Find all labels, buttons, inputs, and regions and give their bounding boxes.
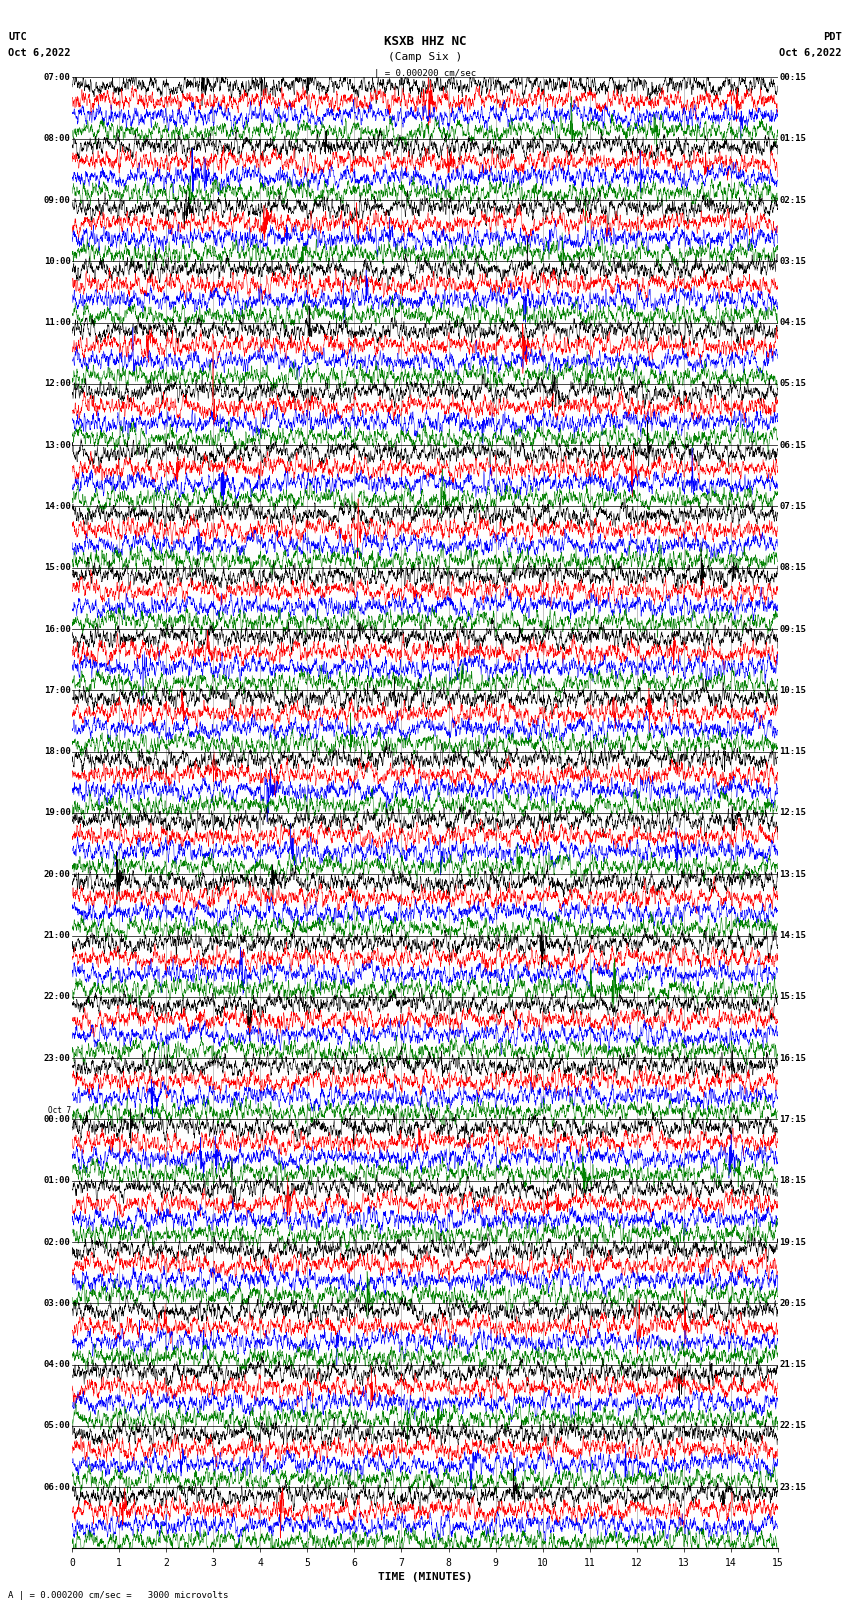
Text: 01:00: 01:00 bbox=[44, 1176, 71, 1186]
Text: 07:15: 07:15 bbox=[779, 502, 806, 511]
Text: 15:15: 15:15 bbox=[779, 992, 806, 1002]
Text: | = 0.000200 cm/sec: | = 0.000200 cm/sec bbox=[374, 69, 476, 79]
Text: 21:00: 21:00 bbox=[44, 931, 71, 940]
Text: 08:15: 08:15 bbox=[779, 563, 806, 573]
Text: 17:15: 17:15 bbox=[779, 1115, 806, 1124]
Text: 23:15: 23:15 bbox=[779, 1482, 806, 1492]
Text: 13:15: 13:15 bbox=[779, 869, 806, 879]
Text: 16:00: 16:00 bbox=[44, 624, 71, 634]
Text: 21:15: 21:15 bbox=[779, 1360, 806, 1369]
Text: 09:00: 09:00 bbox=[44, 195, 71, 205]
Text: 08:00: 08:00 bbox=[44, 134, 71, 144]
Text: 06:15: 06:15 bbox=[779, 440, 806, 450]
Text: 01:15: 01:15 bbox=[779, 134, 806, 144]
Text: (Camp Six ): (Camp Six ) bbox=[388, 52, 462, 61]
Text: 19:15: 19:15 bbox=[779, 1237, 806, 1247]
Text: 12:15: 12:15 bbox=[779, 808, 806, 818]
Text: 15:00: 15:00 bbox=[44, 563, 71, 573]
Text: 22:00: 22:00 bbox=[44, 992, 71, 1002]
Text: 23:00: 23:00 bbox=[44, 1053, 71, 1063]
Text: 14:15: 14:15 bbox=[779, 931, 806, 940]
Text: 20:00: 20:00 bbox=[44, 869, 71, 879]
Text: 05:00: 05:00 bbox=[44, 1421, 71, 1431]
Text: 07:00: 07:00 bbox=[44, 73, 71, 82]
Text: 18:00: 18:00 bbox=[44, 747, 71, 756]
Text: UTC: UTC bbox=[8, 32, 27, 42]
Text: Oct 6,2022: Oct 6,2022 bbox=[779, 48, 842, 58]
Text: 00:00: 00:00 bbox=[44, 1115, 71, 1124]
Text: 04:00: 04:00 bbox=[44, 1360, 71, 1369]
Text: 16:15: 16:15 bbox=[779, 1053, 806, 1063]
Text: 19:00: 19:00 bbox=[44, 808, 71, 818]
Text: 02:15: 02:15 bbox=[779, 195, 806, 205]
Text: 13:00: 13:00 bbox=[44, 440, 71, 450]
Text: 10:15: 10:15 bbox=[779, 686, 806, 695]
Text: 00:15: 00:15 bbox=[779, 73, 806, 82]
Text: Oct 6,2022: Oct 6,2022 bbox=[8, 48, 71, 58]
Text: 03:15: 03:15 bbox=[779, 256, 806, 266]
Text: 10:00: 10:00 bbox=[44, 256, 71, 266]
Text: 12:00: 12:00 bbox=[44, 379, 71, 389]
Text: 03:00: 03:00 bbox=[44, 1298, 71, 1308]
Text: PDT: PDT bbox=[823, 32, 842, 42]
X-axis label: TIME (MINUTES): TIME (MINUTES) bbox=[377, 1571, 473, 1582]
Text: A | = 0.000200 cm/sec =   3000 microvolts: A | = 0.000200 cm/sec = 3000 microvolts bbox=[8, 1590, 229, 1600]
Text: 11:15: 11:15 bbox=[779, 747, 806, 756]
Text: Oct 7: Oct 7 bbox=[48, 1107, 71, 1115]
Text: 02:00: 02:00 bbox=[44, 1237, 71, 1247]
Text: 09:15: 09:15 bbox=[779, 624, 806, 634]
Text: 20:15: 20:15 bbox=[779, 1298, 806, 1308]
Text: 14:00: 14:00 bbox=[44, 502, 71, 511]
Text: 22:15: 22:15 bbox=[779, 1421, 806, 1431]
Text: 17:00: 17:00 bbox=[44, 686, 71, 695]
Text: KSXB HHZ NC: KSXB HHZ NC bbox=[383, 35, 467, 48]
Text: 11:00: 11:00 bbox=[44, 318, 71, 327]
Text: 18:15: 18:15 bbox=[779, 1176, 806, 1186]
Text: 04:15: 04:15 bbox=[779, 318, 806, 327]
Text: 05:15: 05:15 bbox=[779, 379, 806, 389]
Text: 06:00: 06:00 bbox=[44, 1482, 71, 1492]
